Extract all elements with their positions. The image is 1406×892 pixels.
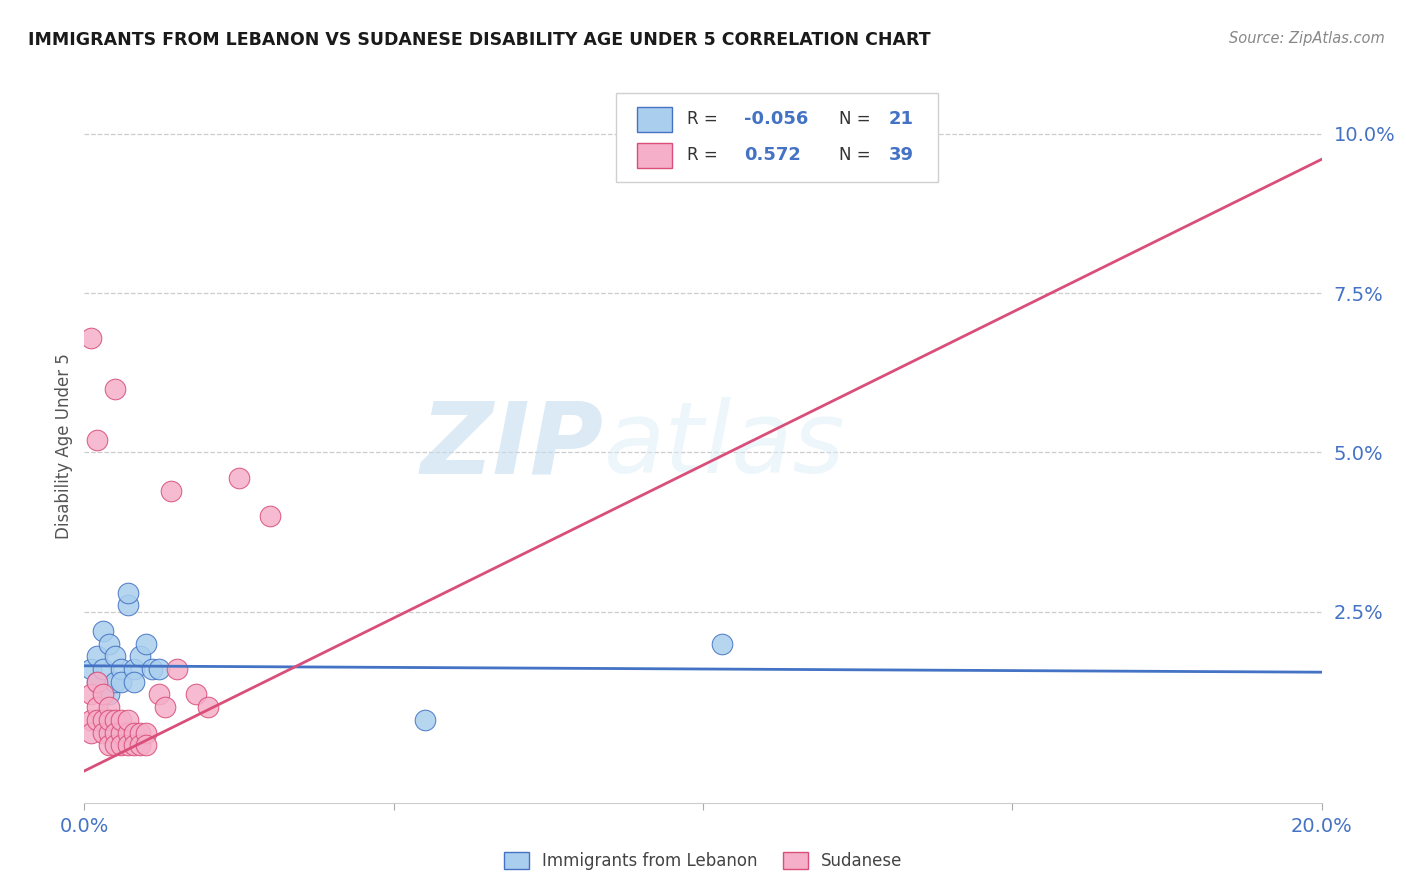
Point: [117, 713, 139, 727]
Point: [104, 713, 127, 727]
Text: atlas: atlas: [605, 398, 845, 494]
Point: [129, 739, 152, 753]
Point: [86, 713, 108, 727]
FancyBboxPatch shape: [637, 143, 672, 168]
Point: [259, 509, 281, 524]
Point: [110, 662, 132, 676]
Point: [98, 739, 121, 753]
Y-axis label: Disability Age Under 5: Disability Age Under 5: [55, 353, 73, 539]
Point: [104, 739, 127, 753]
Point: [110, 739, 132, 753]
Point: [141, 662, 163, 676]
Point: [184, 688, 207, 702]
Point: [104, 382, 127, 396]
Point: [135, 725, 157, 739]
Point: [110, 725, 132, 739]
Text: N =: N =: [839, 146, 876, 164]
Point: [79, 662, 101, 676]
Point: [86, 649, 108, 664]
Text: 21: 21: [889, 111, 914, 128]
Text: -0.056: -0.056: [744, 111, 808, 128]
Text: Source: ZipAtlas.com: Source: ZipAtlas.com: [1229, 31, 1385, 46]
Point: [117, 599, 139, 613]
Point: [117, 585, 139, 599]
Point: [98, 636, 121, 650]
Point: [197, 700, 219, 714]
Legend: Immigrants from Lebanon, Sudanese: Immigrants from Lebanon, Sudanese: [498, 845, 908, 877]
Text: ZIP: ZIP: [420, 398, 605, 494]
Point: [79, 688, 101, 702]
Point: [129, 649, 152, 664]
Point: [160, 483, 183, 498]
Point: [79, 331, 101, 345]
Point: [98, 713, 121, 727]
Point: [122, 662, 145, 676]
Point: [122, 674, 145, 689]
Point: [166, 662, 188, 676]
Point: [153, 700, 176, 714]
Point: [135, 739, 157, 753]
Point: [122, 725, 145, 739]
Text: IMMIGRANTS FROM LEBANON VS SUDANESE DISABILITY AGE UNDER 5 CORRELATION CHART: IMMIGRANTS FROM LEBANON VS SUDANESE DISA…: [28, 31, 931, 49]
Point: [710, 636, 733, 650]
Point: [228, 471, 250, 485]
Point: [110, 674, 132, 689]
Point: [91, 662, 114, 676]
Text: 39: 39: [889, 146, 914, 164]
FancyBboxPatch shape: [616, 93, 938, 182]
Point: [91, 688, 114, 702]
Point: [91, 713, 114, 727]
Point: [104, 649, 127, 664]
Text: R =: R =: [688, 146, 723, 164]
Point: [79, 725, 101, 739]
FancyBboxPatch shape: [637, 107, 672, 132]
Point: [86, 674, 108, 689]
Point: [104, 674, 127, 689]
Point: [86, 700, 108, 714]
Text: 0.572: 0.572: [744, 146, 800, 164]
Point: [79, 713, 101, 727]
Point: [91, 624, 114, 638]
Point: [98, 688, 121, 702]
Point: [135, 636, 157, 650]
Point: [86, 674, 108, 689]
Point: [129, 725, 152, 739]
Point: [413, 713, 436, 727]
Point: [117, 739, 139, 753]
Point: [91, 725, 114, 739]
Point: [148, 662, 170, 676]
Point: [98, 725, 121, 739]
Point: [117, 725, 139, 739]
Point: [86, 433, 108, 447]
Point: [122, 739, 145, 753]
Point: [148, 688, 170, 702]
Point: [98, 700, 121, 714]
Point: [110, 713, 132, 727]
Text: R =: R =: [688, 111, 723, 128]
Point: [104, 725, 127, 739]
Text: N =: N =: [839, 111, 876, 128]
